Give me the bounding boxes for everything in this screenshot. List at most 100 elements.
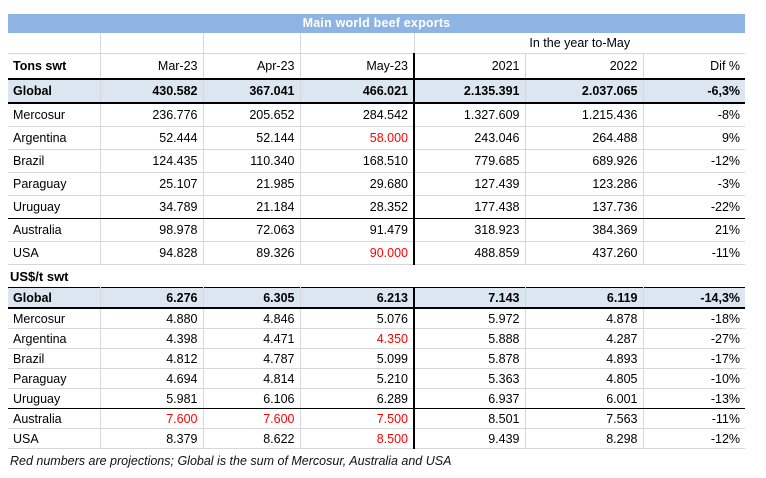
cell-y2022: 6.119 — [525, 287, 644, 309]
cell-may23: 58.000 — [300, 126, 415, 150]
cell-may23: 5.076 — [300, 308, 415, 329]
cell-y2022: 4.878 — [525, 308, 644, 329]
table-row-uruguay: Uruguay 5.981 6.106 6.289 6.937 6.001 -13% — [8, 388, 746, 409]
cell-y2022: 8.298 — [525, 428, 644, 449]
cell-mar23: 25.107 — [100, 172, 204, 196]
cell-y2021: 6.937 — [414, 388, 526, 409]
cell-apr23: 205.652 — [203, 103, 301, 127]
cell-apr23: 89.326 — [203, 241, 301, 265]
cell-y2022: 437.260 — [525, 241, 644, 265]
cell-y2021: 488.859 — [414, 241, 526, 265]
cell-y2021: 5.363 — [414, 368, 526, 389]
cell-mar23: 430.582 — [100, 78, 204, 104]
empty-cell — [100, 33, 204, 54]
cell-apr23: 4.787 — [203, 348, 301, 369]
row-label: Australia — [8, 408, 101, 429]
cell-may23: 168.510 — [300, 149, 415, 173]
cell-dif: 21% — [643, 218, 746, 242]
cell-y2021: 1.327.609 — [414, 103, 526, 127]
section-header-usd: US$/t swt — [10, 268, 69, 284]
column-header-apr23: Apr-23 — [203, 53, 301, 80]
cell-dif: -12% — [643, 428, 746, 449]
cell-mar23: 124.435 — [100, 149, 204, 173]
cell-mar23: 8.379 — [100, 428, 204, 449]
table-row-global: Global 6.276 6.305 6.213 7.143 6.119 -14,3% — [8, 287, 746, 309]
cell-y2021: 243.046 — [414, 126, 526, 150]
cell-y2022: 4.893 — [525, 348, 644, 369]
cell-mar23: 4.694 — [100, 368, 204, 389]
cell-y2021: 5.972 — [414, 308, 526, 329]
cell-dif: -3% — [643, 172, 746, 196]
cell-y2021: 7.143 — [414, 287, 526, 309]
column-header-2022: 2022 — [525, 53, 644, 80]
row-label: USA — [8, 428, 101, 449]
cell-y2022: 137.736 — [525, 195, 644, 219]
footnote: Red numbers are projections; Global is t… — [10, 454, 452, 468]
cell-y2022: 384.369 — [525, 218, 644, 242]
cell-may23: 29.680 — [300, 172, 415, 196]
usd-section-body: Global 6.276 6.305 6.213 7.143 6.119 -14,3% Mer… — [8, 287, 746, 449]
table-row-usa: USA 8.379 8.622 8.500 9.439 8.298 -12% — [8, 428, 746, 449]
cell-mar23: 4.880 — [100, 308, 204, 329]
cell-apr23: 4.846 — [203, 308, 301, 329]
row-label: USA — [8, 241, 101, 265]
beef-exports-sheet: Main world beef exports In the year to-M… — [8, 14, 746, 468]
table-row-mercosur: Mercosur 4.880 4.846 5.076 5.972 4.878 -18% — [8, 308, 746, 329]
tons-section-body: Global 430.582 367.041 466.021 2.135.391 2.03… — [8, 78, 746, 265]
cell-dif: -6,3% — [643, 78, 746, 104]
cell-y2021: 5.888 — [414, 328, 526, 349]
cell-y2022: 123.286 — [525, 172, 644, 196]
table-row-argentina: Argentina 52.444 52.144 58.000 243.046 264.48… — [8, 126, 746, 150]
cell-dif: -13% — [643, 388, 746, 409]
cell-y2022: 7.563 — [525, 408, 644, 429]
cell-dif: -11% — [643, 241, 746, 265]
cell-mar23: 34.789 — [100, 195, 204, 219]
cell-y2022: 1.215.436 — [525, 103, 644, 127]
row-label: Uruguay — [8, 388, 101, 409]
table-row-uruguay: Uruguay 34.789 21.184 28.352 177.438 137.736-… — [8, 195, 746, 219]
cell-may23: 4.350 — [300, 328, 415, 349]
table-title: Main world beef exports — [8, 14, 745, 33]
cell-may23: 284.542 — [300, 103, 415, 127]
section-header-tons: Tons swt — [8, 53, 101, 80]
beef-exports-table: In the year to-May Tons swt Mar-23 Apr-2… — [8, 33, 746, 449]
cell-dif: -14,3% — [643, 287, 746, 309]
column-header-mar23: Mar-23 — [100, 53, 204, 80]
row-label: Uruguay — [8, 195, 101, 219]
cell-mar23: 98.978 — [100, 218, 204, 242]
cell-may23: 7.500 — [300, 408, 415, 429]
cell-mar23: 6.276 — [100, 287, 204, 309]
cell-y2021: 318.923 — [414, 218, 526, 242]
cell-apr23: 52.144 — [203, 126, 301, 150]
cell-y2022: 4.805 — [525, 368, 644, 389]
cell-may23: 6.289 — [300, 388, 415, 409]
table-row-global: Global 430.582 367.041 466.021 2.135.391 2.03… — [8, 78, 746, 104]
table-row-australia: Australia 7.600 7.600 7.500 8.501 7.563 -11% — [8, 408, 746, 429]
cell-apr23: 4.814 — [203, 368, 301, 389]
column-header-2021: 2021 — [414, 53, 526, 80]
table-row-brazil: Brazil 4.812 4.787 5.099 5.878 4.893 -17% — [8, 348, 746, 369]
year-group-header: In the year to-May — [414, 33, 746, 54]
cell-dif: -8% — [643, 103, 746, 127]
cell-y2022: 689.926 — [525, 149, 644, 173]
cell-y2022: 2.037.065 — [525, 78, 644, 104]
year-group-row: In the year to-May — [8, 33, 746, 54]
cell-mar23: 4.398 — [100, 328, 204, 349]
cell-dif: -12% — [643, 149, 746, 173]
row-label: Argentina — [8, 328, 101, 349]
cell-y2021: 2.135.391 — [414, 78, 526, 104]
section-label-row-usd: US$/t swt — [8, 265, 745, 288]
table-row-paraguay: Paraguay 4.694 4.814 5.210 5.363 4.805 -10% — [8, 368, 746, 389]
cell-may23: 466.021 — [300, 78, 415, 104]
cell-apr23: 21.985 — [203, 172, 301, 196]
cell-may23: 8.500 — [300, 428, 415, 449]
cell-y2021: 779.685 — [414, 149, 526, 173]
cell-apr23: 110.340 — [203, 149, 301, 173]
cell-may23: 28.352 — [300, 195, 415, 219]
cell-apr23: 8.622 — [203, 428, 301, 449]
cell-mar23: 4.812 — [100, 348, 204, 369]
cell-dif: -22% — [643, 195, 746, 219]
cell-y2022: 264.488 — [525, 126, 644, 150]
cell-apr23: 6.106 — [203, 388, 301, 409]
table-row-brazil: Brazil 124.435 110.340 168.510 779.685 689.92… — [8, 149, 746, 173]
